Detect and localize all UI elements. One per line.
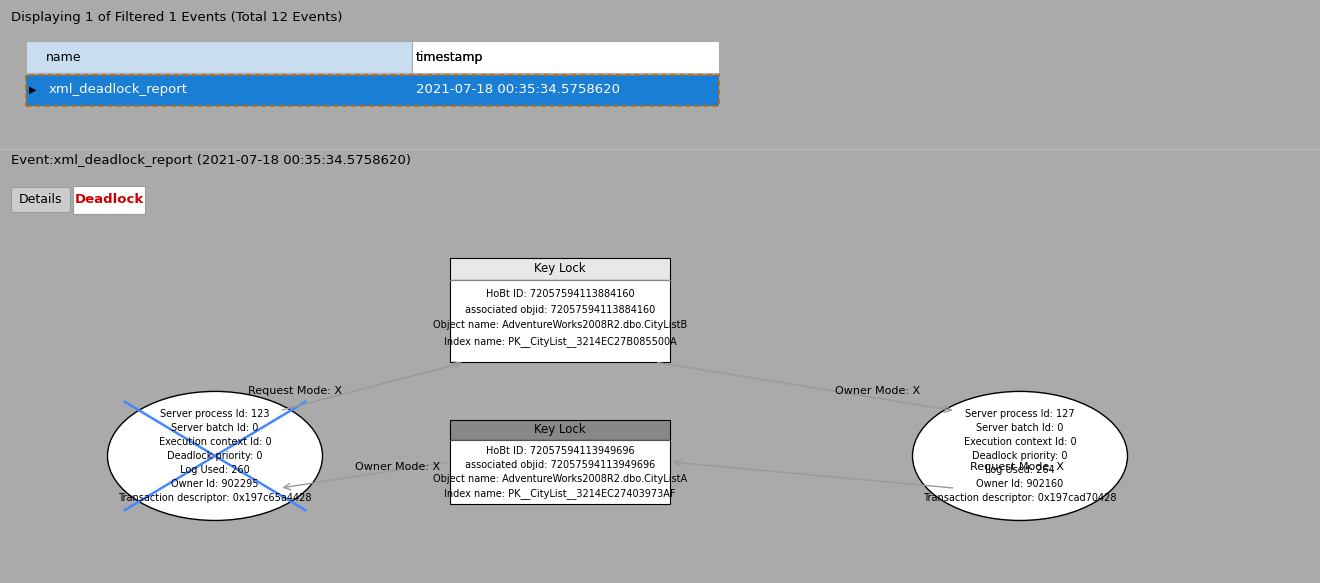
- Bar: [450, 440, 671, 504]
- Text: timestamp: timestamp: [416, 51, 483, 64]
- Text: Execution context Id: 0: Execution context Id: 0: [158, 437, 272, 447]
- Text: Owner Id: 902295: Owner Id: 902295: [172, 479, 259, 489]
- Text: Index name: PK__CityList__3214EC27403973AF: Index name: PK__CityList__3214EC27403973…: [445, 488, 676, 498]
- FancyBboxPatch shape: [73, 186, 145, 215]
- Text: Deadlock priority: 0: Deadlock priority: 0: [168, 451, 263, 461]
- Text: timestamp: timestamp: [416, 51, 483, 64]
- Text: Owner Mode: X: Owner Mode: X: [355, 462, 440, 472]
- Text: Index name: PK__CityList__3214EC27B085500A: Index name: PK__CityList__3214EC27B08550…: [444, 336, 676, 347]
- Text: Owner Mode: X: Owner Mode: X: [836, 387, 920, 396]
- Bar: [450, 420, 671, 440]
- Ellipse shape: [912, 391, 1127, 521]
- Text: Log Used: 260: Log Used: 260: [180, 465, 249, 475]
- Text: Execution context Id: 0: Execution context Id: 0: [964, 437, 1076, 447]
- Text: Server batch Id: 0: Server batch Id: 0: [172, 423, 259, 433]
- Text: xml_deadlock_report: xml_deadlock_report: [49, 83, 187, 96]
- Text: Server process Id: 127: Server process Id: 127: [965, 409, 1074, 419]
- Text: Key Lock: Key Lock: [535, 262, 586, 275]
- Text: Key Lock: Key Lock: [535, 423, 586, 436]
- Text: Details: Details: [18, 193, 62, 206]
- Text: associated objid: 72057594113884160: associated objid: 72057594113884160: [465, 304, 655, 314]
- Text: name: name: [46, 51, 82, 64]
- Text: HoBt ID: 72057594113884160: HoBt ID: 72057594113884160: [486, 289, 635, 298]
- Text: 2021-07-18 00:35:34.5758620: 2021-07-18 00:35:34.5758620: [416, 83, 620, 96]
- Text: Transaction descriptor: 0x197cad70428: Transaction descriptor: 0x197cad70428: [923, 493, 1117, 503]
- Text: Deadlock: Deadlock: [74, 193, 144, 206]
- Text: HoBt ID: 72057594113949696: HoBt ID: 72057594113949696: [486, 447, 635, 456]
- Text: Object name: AdventureWorks2008R2.dbo.CityListA: Object name: AdventureWorks2008R2.dbo.Ci…: [433, 474, 688, 484]
- Text: Object name: AdventureWorks2008R2.dbo.CityListB: Object name: AdventureWorks2008R2.dbo.Ci…: [433, 321, 688, 331]
- Text: ▶: ▶: [29, 85, 37, 94]
- Bar: [450, 258, 671, 280]
- Text: Transaction descriptor: 0x197c65a4428: Transaction descriptor: 0x197c65a4428: [119, 493, 312, 503]
- Bar: [26, 41, 719, 73]
- Text: Server process Id: 123: Server process Id: 123: [160, 409, 269, 419]
- Text: associated objid: 72057594113949696: associated objid: 72057594113949696: [465, 461, 655, 470]
- Text: Request Mode: X: Request Mode: X: [970, 462, 1064, 472]
- Bar: [412, 41, 719, 73]
- Ellipse shape: [107, 391, 322, 521]
- FancyBboxPatch shape: [11, 187, 70, 212]
- Text: Deadlock priority: 0: Deadlock priority: 0: [973, 451, 1068, 461]
- Text: Event:xml_deadlock_report (2021-07-18 00:35:34.5758620): Event:xml_deadlock_report (2021-07-18 00…: [11, 154, 411, 167]
- Bar: [450, 280, 671, 362]
- Text: Owner Id: 902160: Owner Id: 902160: [977, 479, 1064, 489]
- Text: Displaying 1 of Filtered 1 Events (Total 12 Events): Displaying 1 of Filtered 1 Events (Total…: [11, 10, 342, 23]
- Text: Request Mode: X: Request Mode: X: [248, 387, 342, 396]
- Bar: [26, 75, 719, 106]
- Text: Server batch Id: 0: Server batch Id: 0: [977, 423, 1064, 433]
- Text: Log Used: 264: Log Used: 264: [985, 465, 1055, 475]
